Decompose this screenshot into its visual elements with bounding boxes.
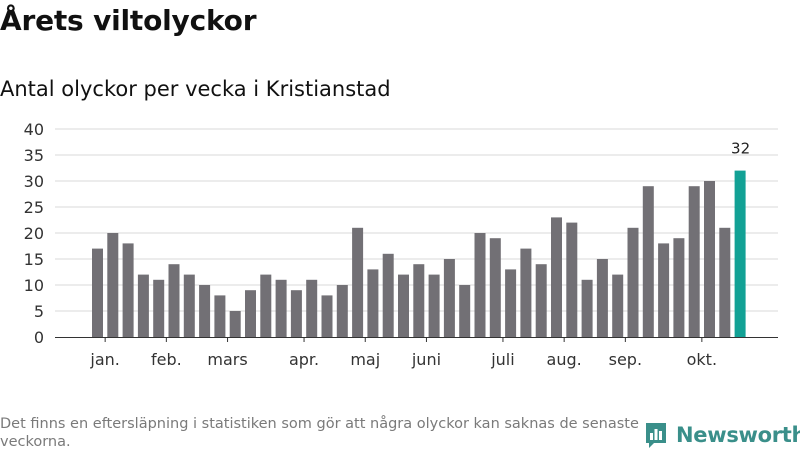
y-tick-label: 20 [24, 224, 44, 243]
bar [336, 285, 348, 337]
bar [459, 285, 471, 337]
x-tick-label: mars [207, 350, 247, 369]
bar [489, 238, 501, 337]
bar [199, 285, 211, 337]
bar [612, 274, 624, 337]
bar [627, 227, 639, 337]
bar [428, 274, 440, 337]
bar [275, 279, 287, 337]
y-tick-label: 15 [24, 250, 44, 269]
bar [214, 295, 226, 337]
y-tick-label: 10 [24, 276, 44, 295]
bar [505, 269, 517, 337]
x-tick-label: juli [490, 350, 514, 369]
y-tick-label: 5 [34, 302, 44, 321]
y-tick-label: 35 [24, 146, 44, 165]
bar [260, 274, 272, 337]
bar [352, 227, 364, 337]
bar [535, 264, 547, 337]
bar [474, 233, 486, 337]
bar [642, 186, 654, 337]
bar [153, 279, 165, 337]
bar [719, 227, 731, 337]
bar [245, 290, 256, 337]
bar [398, 274, 409, 337]
bar-chart: 0 5 10 15 20 25 30 35 40 32 jan. feb. mars apr. maj jun… [24, 120, 778, 369]
bar [382, 253, 394, 337]
bar [183, 274, 195, 337]
bar [92, 248, 103, 337]
bar [704, 181, 715, 337]
x-tick-label: aug. [547, 350, 582, 369]
bar [413, 264, 425, 337]
footnote: Det finns en eftersläpning i statistiken… [0, 416, 639, 450]
bar [443, 259, 455, 337]
y-tick-label: 25 [24, 198, 44, 217]
bar-highlight [734, 170, 746, 337]
bar [688, 186, 700, 337]
bar [229, 311, 241, 337]
bar [673, 238, 685, 337]
brand-logo: Newsworthy [644, 420, 800, 450]
x-tick-label: apr. [289, 350, 319, 369]
y-tick-label: 40 [24, 120, 44, 139]
bar [520, 248, 532, 337]
x-tick-label: juni [411, 350, 441, 369]
bar [290, 290, 302, 337]
bar [306, 279, 318, 337]
bar [551, 217, 562, 337]
bar [321, 295, 333, 337]
bar [122, 243, 134, 337]
bar [367, 269, 379, 337]
x-tick-label: feb. [151, 350, 182, 369]
bar [566, 222, 578, 337]
bar [581, 279, 593, 337]
bar [137, 274, 149, 337]
x-tick-label: jan. [89, 350, 119, 369]
bar [596, 259, 608, 337]
bar [107, 233, 119, 337]
chart-subtitle: Antal olyckor per vecka i Kristianstad [0, 77, 391, 101]
bar [168, 264, 180, 337]
data-label: 32 [731, 140, 750, 158]
x-tick-label: sep. [609, 350, 642, 369]
y-tick-label: 30 [24, 172, 44, 191]
chart-title: Årets viltolyckor [0, 4, 257, 37]
x-tick-label: okt. [687, 350, 717, 369]
bar-chart-speech-icon [646, 423, 666, 448]
brand-name: Newsworthy [676, 423, 800, 447]
bar [658, 243, 670, 337]
x-tick-label: maj [350, 350, 380, 369]
y-tick-label: 0 [34, 328, 44, 347]
